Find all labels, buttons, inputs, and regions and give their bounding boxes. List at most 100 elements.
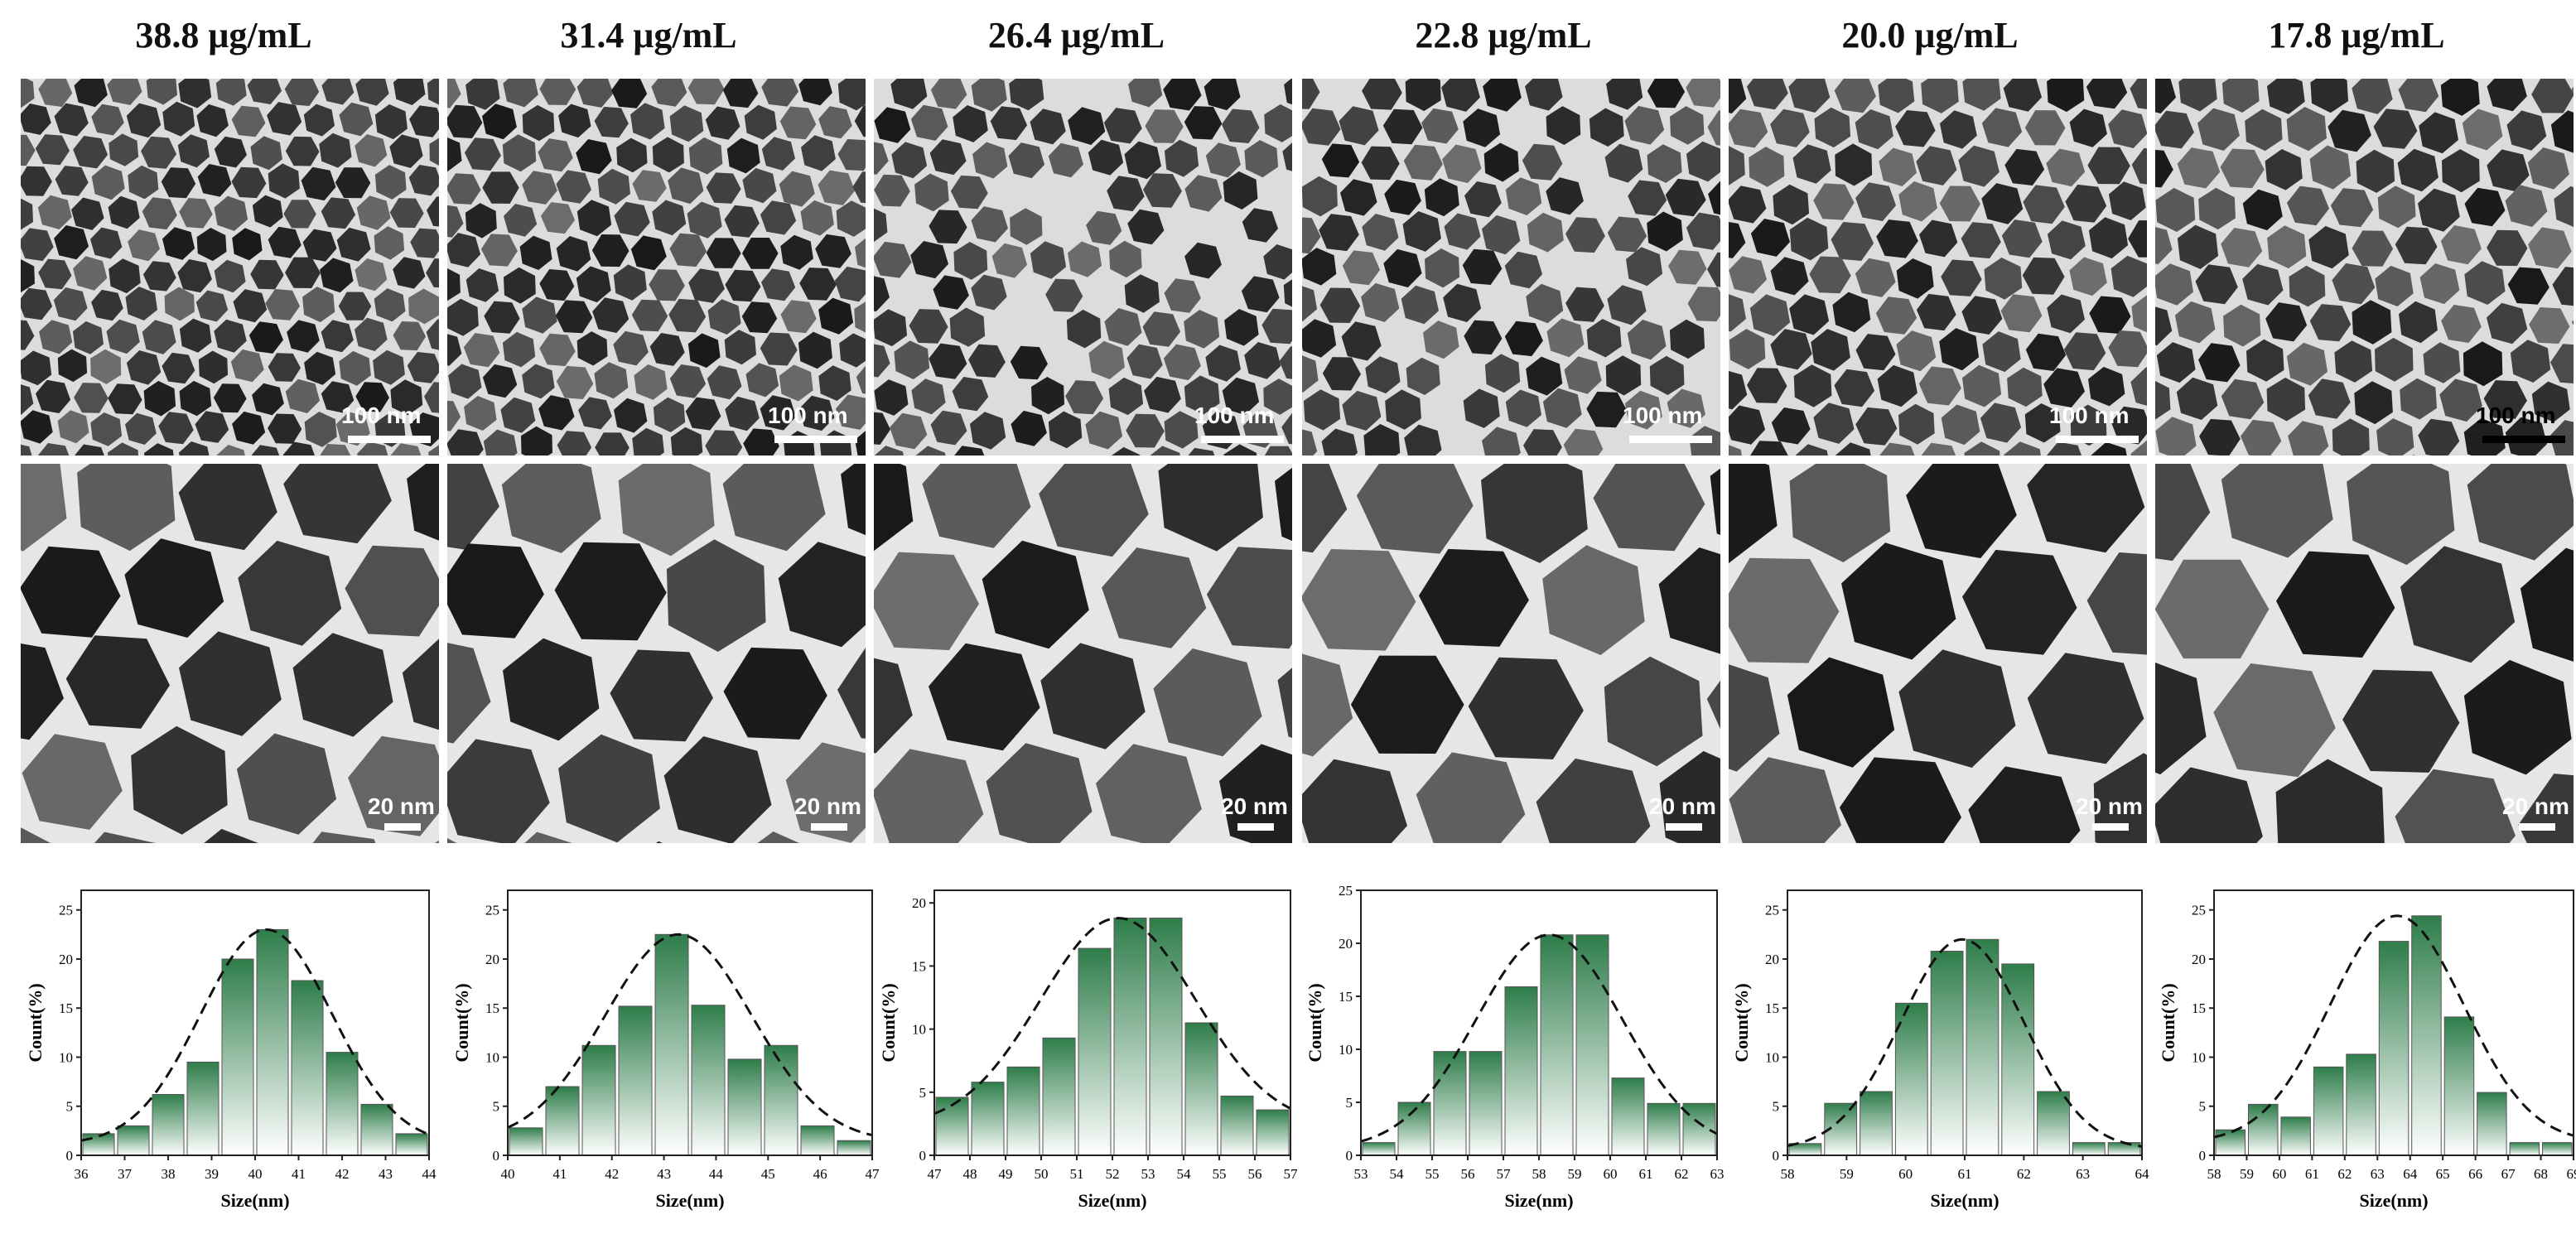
histogram-6-bar [2443,1016,2475,1156]
histogram-4-xtick-label: 56 [1461,1166,1475,1182]
scale-label-high-1: 20 nm [368,793,435,819]
histogram-6-bar [2477,1092,2507,1156]
histogram-1-xtick-label: 36 [75,1166,89,1182]
histogram-4-xtick-label: 59 [1568,1166,1582,1182]
histogram-3-ytick-label: 10 [912,1022,926,1038]
histogram-4-bar [1469,1051,1503,1156]
tem-image-low-mag-5 [1729,79,2147,456]
histogram-6-xtick-label: 63 [2371,1166,2385,1182]
histogram-4-ytick-label: 15 [1339,989,1353,1005]
histogram-6-bar [2313,1066,2344,1156]
scale-label-high-2: 20 nm [794,793,861,819]
histogram-2-ylabel: Count(%) [451,983,472,1062]
histogram-2-fit-curve [507,933,873,1137]
scale-bar-high-6 [2519,823,2555,831]
histogram-1-ytick-label: 0 [66,1148,74,1164]
histogram-4-ytick-label: 20 [1339,936,1353,952]
histogram-6-bar [2378,941,2410,1156]
histogram-5-fit-curve [1787,938,2143,1148]
scale-bar-high-3 [1237,823,1274,831]
histogram-5-ytick-label: 10 [1765,1049,1779,1065]
tem-image-low-mag-6 [2155,79,2574,456]
histogram-6-bar [2346,1053,2376,1156]
scale-bar-high-4 [1666,823,1702,831]
histogram-1-ylabel: Count(%) [25,983,46,1062]
histogram-4-xtick-label: 60 [1604,1166,1618,1182]
histogram-4-ytick-label: 5 [1346,1095,1353,1111]
histogram-2-bar [545,1086,580,1156]
scale-bar-low-2 [774,436,857,443]
tem-image-low-mag-2 [447,79,866,456]
histogram-1-bar [256,928,289,1156]
tem-image-low-mag-1 [21,79,439,456]
histogram-5-xtick-label: 63 [2076,1166,2090,1182]
column-title-2: 31.4 μg/mL [560,15,737,55]
histogram-1-xlabel: Size(nm) [220,1190,289,1211]
histogram-1-xtick-label: 41 [292,1166,306,1182]
histogram-6-xtick-label: 66 [2468,1166,2482,1182]
histogram-1-ytick-label: 10 [59,1049,73,1065]
histogram-3-xtick-label: 52 [1106,1166,1120,1182]
histogram-3-bar [1113,918,1147,1156]
histogram-3-xtick-label: 57 [1284,1166,1299,1182]
histogram-5-bar [2107,1142,2141,1156]
scale-bar-high-2 [811,823,847,831]
histogram-5-xtick-label: 61 [1958,1166,1972,1182]
histogram-6-ytick-label: 15 [2192,1000,2206,1016]
histogram-3: 0 5 10 15 20 47 48 49 50 51 52 53 54 55 56 57 Size(nm) Co… [878,889,1299,1211]
histogram-6-xtick-label: 58 [2207,1166,2221,1182]
histogram-3-xlabel: Size(nm) [1078,1190,1146,1211]
histogram-5-ytick-label: 25 [1765,903,1779,918]
histogram-5-xtick-label: 58 [1781,1166,1795,1182]
tem-image-high-mag-5 [1729,464,2147,843]
column-title-6: 17.8 μg/mL [2268,15,2445,55]
histogram-6-xlabel: Size(nm) [2359,1190,2428,1211]
histogram-6-xtick-label: 64 [2403,1166,2418,1182]
histogram-2-xtick-label: 46 [813,1166,827,1182]
tem-image-high-mag-1 [21,464,439,843]
histogram-2-xtick-label: 43 [657,1166,671,1182]
histogram-5-ytick-label: 0 [1773,1148,1780,1164]
histogram-3-ytick-label: 5 [919,1085,927,1101]
histogram-1-xtick-label: 37 [118,1166,133,1182]
histogram-2-ytick-label: 10 [485,1049,499,1065]
histogram-3-xtick-label: 56 [1248,1166,1262,1182]
histogram-4-ytick-label: 0 [1346,1148,1353,1164]
histogram-5-ytick-label: 5 [1773,1099,1780,1115]
histogram-4-xtick-label: 61 [1639,1166,1653,1182]
histogram-2-xtick-label: 47 [866,1166,880,1182]
histogram-3-bar [1184,1022,1218,1156]
histogram-5-xtick-label: 60 [1898,1166,1913,1182]
histogram-3-fit-curve [933,917,1291,1115]
column-title-3: 26.4 μg/mL [987,15,1165,55]
histogram-4-xtick-label: 63 [1710,1166,1725,1182]
histogram-2-bar [618,1005,653,1156]
tem-image-high-mag-3 [874,464,1292,843]
histogram-6-ylabel: Count(%) [2158,983,2178,1062]
histogram-6-bar [2280,1116,2311,1156]
histogram-1-xtick-label: 43 [379,1166,393,1182]
histogram-2-xtick-label: 45 [761,1166,775,1182]
histogram-2-xtick-label: 42 [605,1166,619,1182]
scale-label-high-6: 20 nm [2502,793,2569,819]
scale-bar-high-1 [384,823,421,831]
scale-bar-low-5 [2056,436,2139,443]
column-title-4: 22.8 μg/mL [1415,15,1592,55]
histogram-3-bar [1149,918,1183,1156]
scale-label-low-2: 100 nm [768,402,848,428]
histogram-1-xtick-label: 38 [162,1166,176,1182]
histogram-5-bar [1966,938,2000,1156]
histogram-4-xtick-label: 55 [1425,1166,1440,1182]
histogram-6-bar [2509,1142,2540,1156]
histogram-6-xtick-label: 59 [2240,1166,2254,1182]
histogram-2-bar [581,1044,616,1156]
histogram-3-xtick-label: 49 [999,1166,1013,1182]
histogram-6-ytick-label: 10 [2192,1049,2206,1065]
histogram-3-bar [1042,1037,1076,1156]
histogram-3-xtick-label: 53 [1141,1166,1155,1182]
histogram-1-bar [326,1052,359,1156]
scale-bar-low-6 [2482,436,2565,443]
histogram-6-fit-curve [2213,914,2574,1139]
histogram-4-bar [1433,1051,1467,1156]
scale-label-low-6: 100 nm [2476,402,2556,428]
